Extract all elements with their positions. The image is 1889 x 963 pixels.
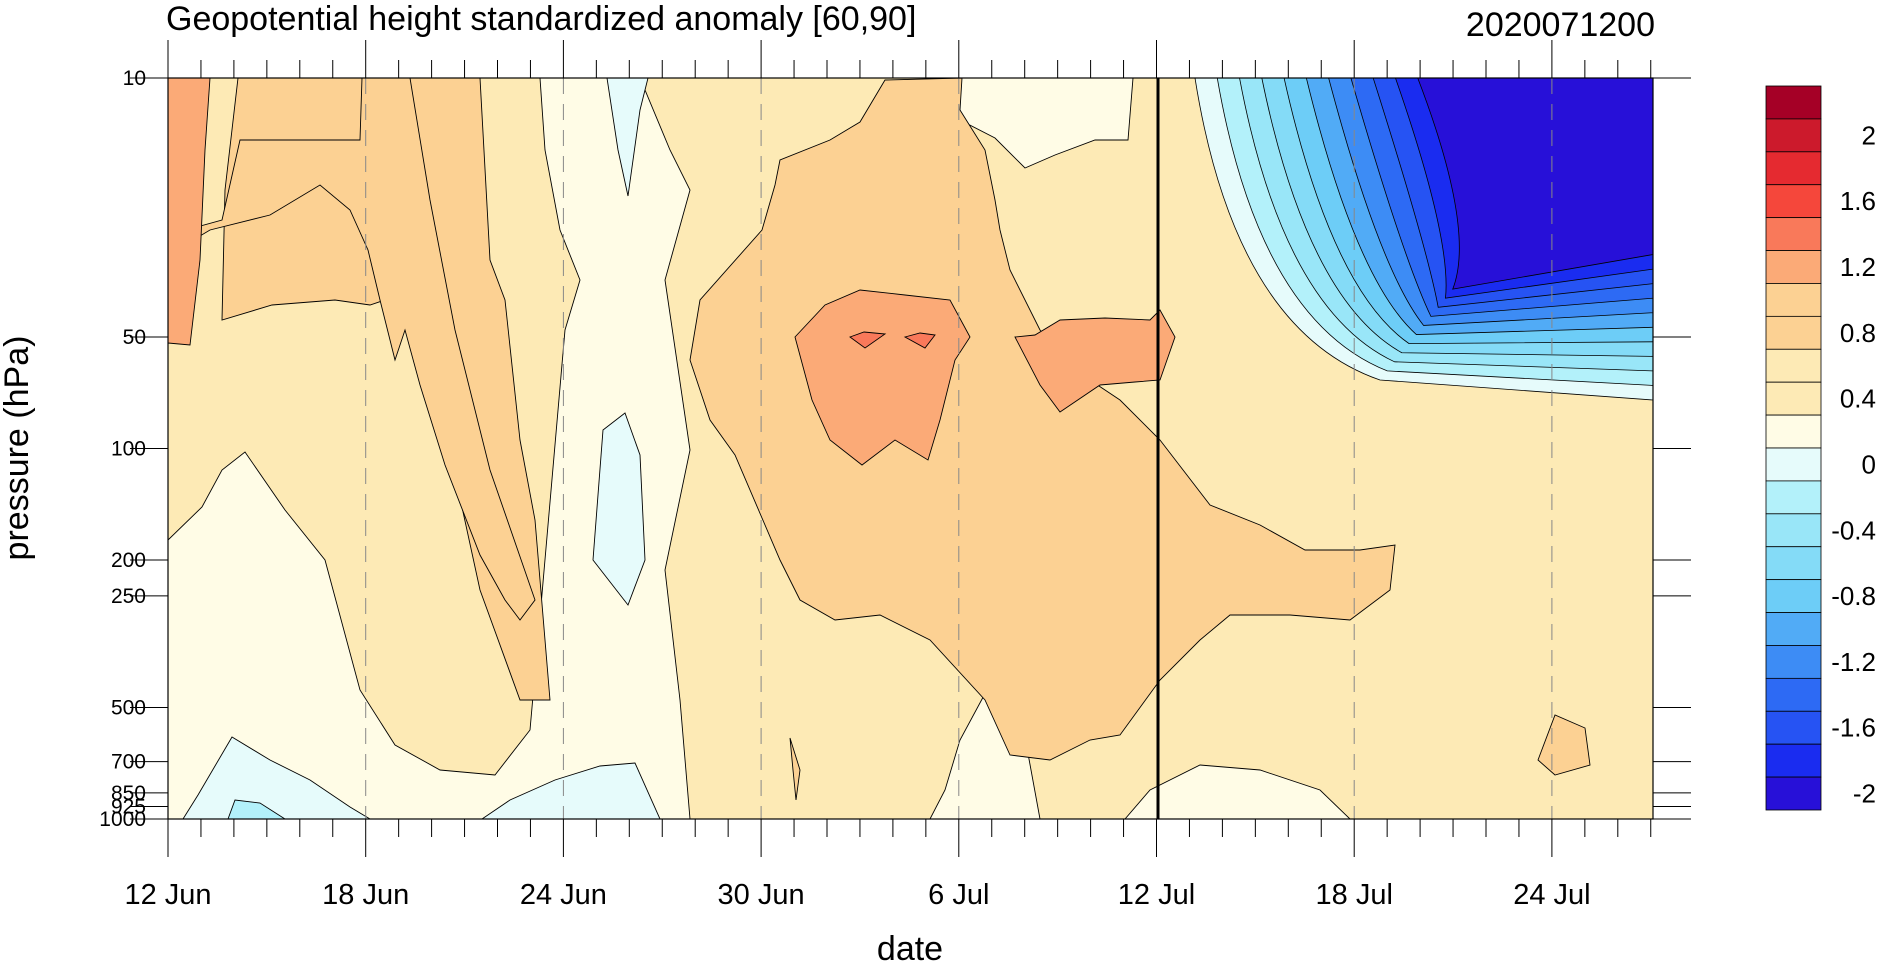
chart-date-stamp: 2020071200 — [1466, 6, 1655, 44]
y-axis-title: pressure (hPa) — [0, 336, 36, 561]
y-tick-label: 1000 — [99, 808, 146, 831]
colorbar-label: -1.6 — [1831, 713, 1876, 743]
colorbar-swatch — [1765, 710, 1822, 745]
blue-band — [1417, 78, 1653, 290]
colorbar-swatch — [1765, 250, 1822, 284]
colorbar-swatch — [1765, 612, 1822, 646]
colorbar-swatch — [1765, 776, 1822, 811]
x-tick-label: 30 Jun — [718, 879, 805, 911]
region-tan-jul24 — [1537, 714, 1591, 776]
colorbar-label: 1.2 — [1840, 252, 1876, 282]
region-lightblue-top — [606, 78, 649, 197]
x-axis-title: date — [877, 930, 943, 963]
colorbar-label: -2 — [1853, 779, 1876, 809]
colorbar-swatch — [1765, 315, 1822, 350]
blue-anomaly-bands — [1194, 78, 1653, 401]
colorbar-swatch — [1765, 118, 1822, 153]
region-lightblue-mid — [592, 412, 646, 606]
colorbar-label: -0.4 — [1831, 515, 1876, 545]
colorbar-label: 1.6 — [1840, 186, 1876, 216]
x-tick-label: 12 Jun — [124, 879, 211, 911]
region-lightblue-bottom-left — [182, 736, 371, 819]
x-ticks: 12 Jun 18 Jun 24 Jun 30 Jun 6 Jul 12 Jul 18 Ju… — [124, 40, 1652, 911]
region-orange-jul9 — [1014, 309, 1176, 413]
colorbar-swatch — [1765, 217, 1822, 251]
x-tick-label: 18 Jul — [1316, 879, 1393, 911]
y-tick-label: 700 — [111, 751, 146, 774]
vertical-gridlines — [365, 78, 1553, 819]
region-tan-0.6-mid — [168, 78, 536, 621]
region-near-zero-jul13 — [1124, 764, 1351, 819]
colorbar-swatch — [1765, 645, 1822, 679]
region-red-a — [849, 331, 887, 349]
region-tan-0.6 — [168, 78, 551, 701]
colorbar-label: -0.8 — [1831, 581, 1876, 611]
colorbar-swatch — [1765, 546, 1822, 581]
x-tick-label: 6 Jul — [928, 879, 989, 911]
region-near-zero-top — [954, 78, 1134, 169]
colorbar-swatch — [1765, 480, 1822, 515]
colorbar-swatch — [1765, 348, 1822, 383]
colorbar: 2 1.6 1.2 0.8 0.4 0 -0.4 -0.8 -1.2 -1.6 -2 — [1765, 85, 1876, 811]
colorbar-swatch — [1765, 283, 1822, 317]
x-tick-label: 12 Jul — [1118, 879, 1195, 911]
y-tick-label: 250 — [111, 585, 146, 608]
y-tick-label: 500 — [111, 696, 146, 719]
x-tick-label: 18 Jun — [322, 879, 409, 911]
chart-title: Geopotential height standardized anomaly… — [166, 0, 916, 38]
region-tan-0.6-center — [689, 78, 1396, 761]
y-tick-label: 850 — [111, 782, 146, 805]
y-tick-label: 10 — [123, 67, 146, 90]
region-blue-bottom-left — [227, 799, 286, 819]
colorbar-swatch — [1765, 447, 1822, 482]
colorbar-swatch — [1765, 743, 1822, 778]
region-tan-jul1 — [789, 737, 801, 801]
colorbar-label: 0.4 — [1840, 384, 1876, 414]
y-tick-label: 200 — [111, 549, 146, 572]
colorbar-swatch — [1765, 677, 1822, 712]
region-near-zero — [168, 78, 691, 819]
colorbar-swatch — [1765, 414, 1822, 449]
colorbar-swatch — [1765, 151, 1822, 186]
colorbar-swatch — [1765, 184, 1822, 219]
colorbar-label: 2 — [1862, 120, 1876, 150]
region-red-b — [903, 332, 936, 349]
y-tick-label: 50 — [123, 326, 146, 349]
colorbar-label: -1.2 — [1831, 647, 1876, 677]
x-tick-label: 24 Jun — [520, 879, 607, 911]
y-tick-label: 100 — [111, 438, 146, 461]
colorbar-label: 0.8 — [1840, 318, 1876, 348]
colorbar-swatch — [1765, 513, 1822, 548]
region-orange-jun12 — [168, 78, 211, 346]
colorbar-label: 0 — [1862, 449, 1876, 479]
contour-field — [168, 78, 1653, 819]
colorbar-swatch — [1765, 85, 1822, 120]
colorbar-swatch — [1765, 579, 1822, 613]
x-tick-label: 24 Jul — [1513, 879, 1590, 911]
y-tick-label: 925 — [111, 795, 146, 818]
colorbar-swatch — [1765, 381, 1822, 416]
region-lightblue-bottom-center — [481, 762, 661, 819]
